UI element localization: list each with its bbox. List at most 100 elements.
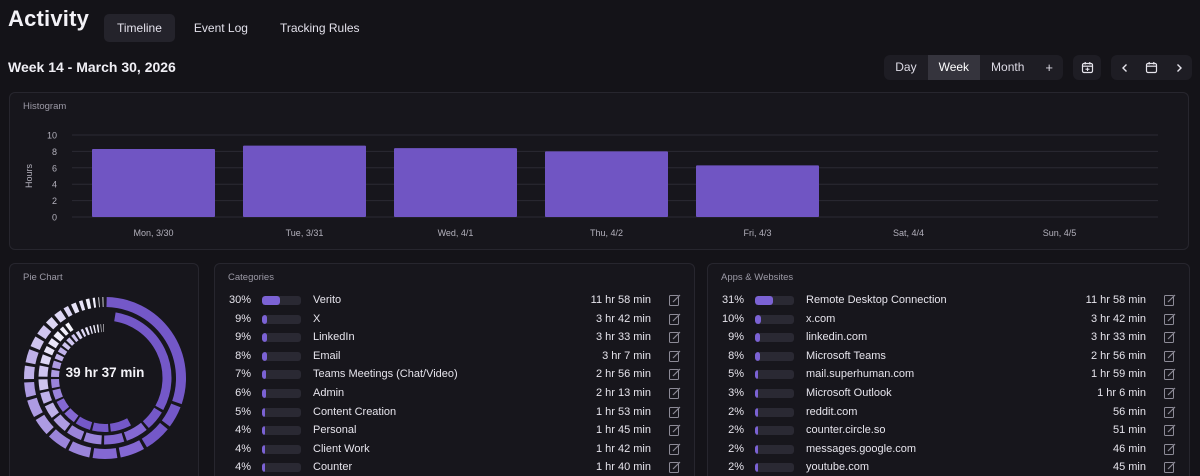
category-row[interactable]: 4% Counter 1 hr 40 min: [215, 459, 694, 476]
tab-timeline[interactable]: Timeline: [104, 14, 175, 42]
histogram-bar[interactable]: [696, 165, 819, 217]
donut-segment[interactable]: [30, 336, 45, 351]
donut-segment[interactable]: [27, 397, 43, 418]
donut-segment[interactable]: [24, 365, 35, 380]
category-row[interactable]: 9% LinkedIn 3 hr 33 min: [215, 329, 694, 348]
donut-segment[interactable]: [38, 365, 49, 377]
donut-segment[interactable]: [161, 403, 181, 427]
edit-icon[interactable]: [668, 442, 682, 456]
previous-week-button[interactable]: [1111, 55, 1138, 80]
histogram-bar[interactable]: [394, 148, 517, 217]
add-range-button[interactable]: +: [1045, 60, 1053, 75]
edit-icon[interactable]: [668, 349, 682, 363]
range-day-button[interactable]: Day: [895, 60, 917, 74]
donut-segment[interactable]: [35, 414, 54, 435]
donut-segment[interactable]: [24, 381, 37, 398]
next-week-button[interactable]: [1165, 55, 1192, 80]
donut-segment[interactable]: [38, 379, 49, 391]
edit-icon[interactable]: [1163, 349, 1177, 363]
donut-segment[interactable]: [92, 422, 109, 432]
donut-segment[interactable]: [52, 388, 63, 400]
category-row[interactable]: 30% Verito 11 hr 58 min: [215, 292, 694, 311]
histogram-bar[interactable]: [545, 151, 668, 217]
app-row[interactable]: 5% mail.superhuman.com 1 hr 59 min: [708, 366, 1189, 385]
donut-segment[interactable]: [45, 317, 59, 330]
donut-segment[interactable]: [75, 416, 93, 430]
edit-icon[interactable]: [668, 405, 682, 419]
donut-segment[interactable]: [43, 345, 55, 356]
donut-segment[interactable]: [123, 422, 147, 441]
donut-segment[interactable]: [75, 330, 83, 340]
donut-segment[interactable]: [71, 302, 80, 314]
edit-icon[interactable]: [1163, 423, 1177, 437]
donut-segment[interactable]: [92, 448, 118, 459]
app-row[interactable]: 2% reddit.com 56 min: [708, 404, 1189, 423]
tab-tracking-rules[interactable]: Tracking Rules: [279, 21, 360, 35]
app-row[interactable]: 9% linkedin.com 3 hr 33 min: [708, 329, 1189, 348]
donut-segment[interactable]: [52, 360, 62, 370]
donut-segment[interactable]: [78, 300, 86, 311]
edit-icon[interactable]: [668, 293, 682, 307]
donut-segment[interactable]: [56, 398, 70, 412]
app-row[interactable]: 8% Microsoft Teams 2 hr 56 min: [708, 348, 1189, 367]
edit-icon[interactable]: [1163, 386, 1177, 400]
app-row[interactable]: 2% messages.google.com 46 min: [708, 441, 1189, 460]
donut-segment[interactable]: [106, 297, 186, 405]
app-row[interactable]: 31% Remote Desktop Connection 11 hr 58 min: [708, 292, 1189, 311]
donut-segment[interactable]: [83, 432, 102, 445]
edit-icon[interactable]: [668, 423, 682, 437]
edit-icon[interactable]: [1163, 330, 1177, 344]
donut-segment[interactable]: [48, 338, 59, 349]
edit-icon[interactable]: [1163, 442, 1177, 456]
category-row[interactable]: 8% Email 3 hr 7 min: [215, 348, 694, 367]
donut-segment[interactable]: [48, 429, 71, 449]
app-row[interactable]: 2% youtube.com 45 min: [708, 459, 1189, 476]
category-row[interactable]: 9% X 3 hr 42 min: [215, 311, 694, 330]
histogram-bar[interactable]: [243, 145, 366, 217]
donut-segment[interactable]: [64, 408, 79, 423]
donut-segment[interactable]: [71, 333, 79, 343]
donut-segment[interactable]: [40, 391, 53, 404]
app-row[interactable]: 10% x.com 3 hr 42 min: [708, 311, 1189, 330]
donut-segment[interactable]: [40, 354, 52, 365]
donut-segment[interactable]: [44, 402, 60, 418]
donut-segment[interactable]: [114, 312, 172, 411]
edit-icon[interactable]: [1163, 405, 1177, 419]
donut-segment[interactable]: [66, 337, 75, 346]
donut-segment[interactable]: [141, 422, 168, 448]
app-row[interactable]: 2% counter.circle.so 51 min: [708, 422, 1189, 441]
donut-segment[interactable]: [51, 378, 60, 389]
histogram-bar[interactable]: [92, 148, 215, 217]
calendar-add-button[interactable]: [1073, 55, 1101, 80]
category-row[interactable]: 6% Admin 2 hr 13 min: [215, 385, 694, 404]
donut-segment[interactable]: [61, 342, 71, 351]
donut-segment[interactable]: [109, 418, 132, 432]
donut-segment[interactable]: [84, 327, 90, 336]
donut-segment[interactable]: [54, 353, 64, 362]
donut-segment[interactable]: [65, 322, 74, 332]
donut-segment[interactable]: [142, 407, 162, 429]
edit-icon[interactable]: [668, 330, 682, 344]
category-row[interactable]: 4% Personal 1 hr 45 min: [215, 422, 694, 441]
category-row[interactable]: 4% Client Work 1 hr 42 min: [215, 441, 694, 460]
donut-segment[interactable]: [68, 441, 92, 458]
donut-segment[interactable]: [85, 298, 92, 310]
edit-icon[interactable]: [668, 386, 682, 400]
tab-event-log[interactable]: Event Log: [193, 21, 248, 35]
edit-icon[interactable]: [1163, 312, 1177, 326]
app-row[interactable]: 3% Microsoft Outlook 1 hr 6 min: [708, 385, 1189, 404]
donut-segment[interactable]: [67, 425, 85, 440]
donut-segment[interactable]: [53, 331, 65, 342]
donut-segment[interactable]: [51, 369, 60, 378]
donut-segment[interactable]: [54, 310, 67, 323]
donut-segment[interactable]: [80, 328, 87, 337]
donut-segment[interactable]: [59, 326, 69, 336]
calendar-picker-button[interactable]: [1138, 55, 1165, 80]
edit-icon[interactable]: [668, 367, 682, 381]
edit-icon[interactable]: [668, 460, 682, 474]
donut-segment[interactable]: [53, 414, 71, 431]
donut-segment[interactable]: [57, 347, 68, 356]
donut-segment[interactable]: [63, 305, 73, 318]
donut-segment[interactable]: [37, 325, 52, 340]
range-month-button[interactable]: Month: [991, 60, 1025, 74]
